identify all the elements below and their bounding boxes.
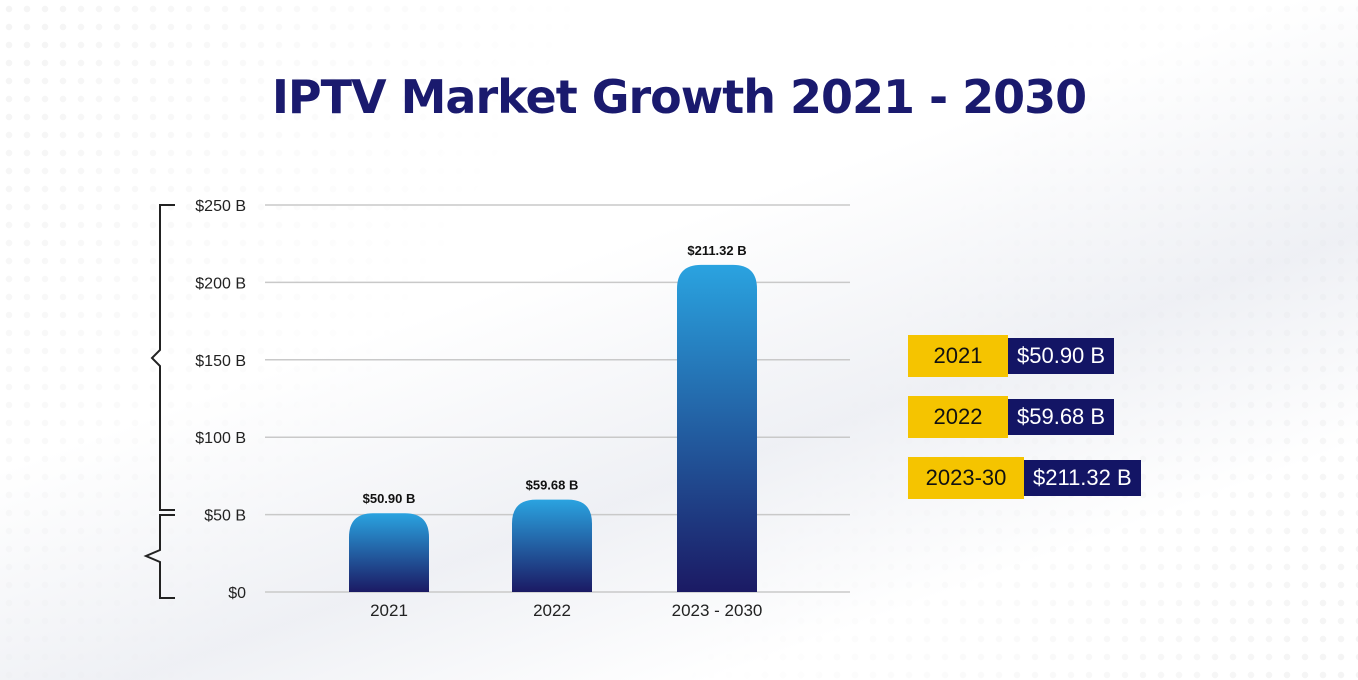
x-tick-label: 2023 - 2030 <box>672 601 763 620</box>
bar-2023-2030 <box>677 264 757 592</box>
legend-year: 2023-30 <box>908 457 1024 499</box>
legend-year: 2022 <box>908 396 1008 438</box>
legend-value: $50.90 B <box>1008 338 1115 374</box>
legend-row-2021: 2021 $50.90 B <box>908 335 1115 377</box>
legend-row-2022: 2022 $59.68 B <box>908 396 1115 438</box>
y-tick-label: $200 B <box>195 275 246 292</box>
y-tick-label: $150 B <box>195 353 246 370</box>
y-tick-label: $250 B <box>195 198 246 215</box>
legend-row-2023-30: 2023-30 $211.32 B <box>908 457 1141 499</box>
data-label: $50.90 B <box>363 491 416 506</box>
bar-2022 <box>512 499 592 592</box>
y-tick-label: $50 B <box>204 508 246 525</box>
bar-2021 <box>349 513 429 592</box>
legend-value: $211.32 B <box>1024 460 1141 496</box>
x-tick-label: 2022 <box>533 601 571 620</box>
y-tick-label: $0 <box>228 585 246 602</box>
data-label: $211.32 B <box>687 243 746 258</box>
data-label: $59.68 B <box>526 478 579 493</box>
x-tick-label: 2021 <box>370 601 408 620</box>
legend-year: 2021 <box>908 335 1008 377</box>
chart-title: IPTV Market Growth 2021 - 2030 <box>271 70 1087 124</box>
axis-bracket-lower <box>143 514 175 599</box>
axis-bracket-upper <box>150 204 175 511</box>
legend-value: $59.68 B <box>1008 399 1115 435</box>
y-tick-label: $100 B <box>195 430 246 447</box>
